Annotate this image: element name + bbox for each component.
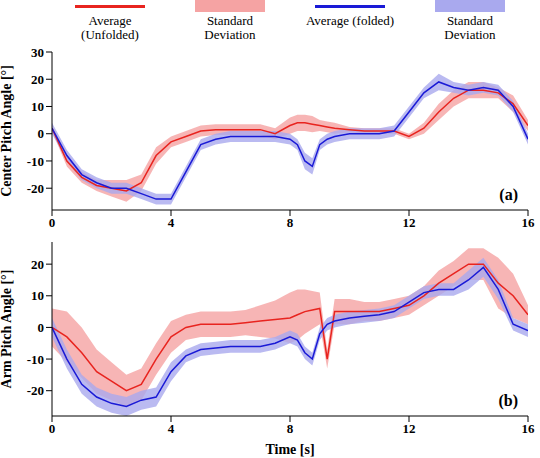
html-text:Average (Unfolded): Average (Unfolded) xyxy=(81,13,139,42)
html-text:Average (folded): Average (folded) xyxy=(305,13,395,28)
svg-text:-20: -20 xyxy=(27,383,44,398)
svg-text:12: 12 xyxy=(403,421,416,436)
svg-text:Center Pitch Angle [°]: Center Pitch Angle [°] xyxy=(8,65,14,197)
svg-text:0: 0 xyxy=(38,126,45,141)
svg-text:Time [s]: Time [s] xyxy=(265,442,314,457)
svg-text:8: 8 xyxy=(287,215,294,230)
svg-text:0: 0 xyxy=(38,320,45,335)
svg-text:16: 16 xyxy=(522,215,533,230)
svg-text:10: 10 xyxy=(31,99,44,114)
svg-text:8: 8 xyxy=(287,421,294,436)
svg-text:-20: -20 xyxy=(27,181,44,196)
svg-text:-10: -10 xyxy=(27,352,44,367)
svg-text:20: 20 xyxy=(31,257,44,272)
svg-text:16: 16 xyxy=(522,421,533,436)
svg-text:12: 12 xyxy=(403,215,416,230)
svg-text:0: 0 xyxy=(49,215,56,230)
svg-text:10: 10 xyxy=(31,288,44,303)
svg-text:-10: -10 xyxy=(27,154,44,169)
svg-text:30: 30 xyxy=(31,45,44,60)
svg-text:4: 4 xyxy=(168,421,175,436)
html-text:(a): (a) xyxy=(499,186,518,203)
html-text:Standard Deviation: Standard Deviation xyxy=(444,13,496,42)
svg-text:4: 4 xyxy=(168,215,175,230)
html-text:Standard Deviation: Standard Deviation xyxy=(204,13,256,42)
svg-text:Arm Pitch Angle [°]: Arm Pitch Angle [°] xyxy=(8,270,14,389)
html-text:(b): (b) xyxy=(498,392,518,409)
svg-text:20: 20 xyxy=(31,72,44,87)
svg-text:0: 0 xyxy=(49,421,56,436)
